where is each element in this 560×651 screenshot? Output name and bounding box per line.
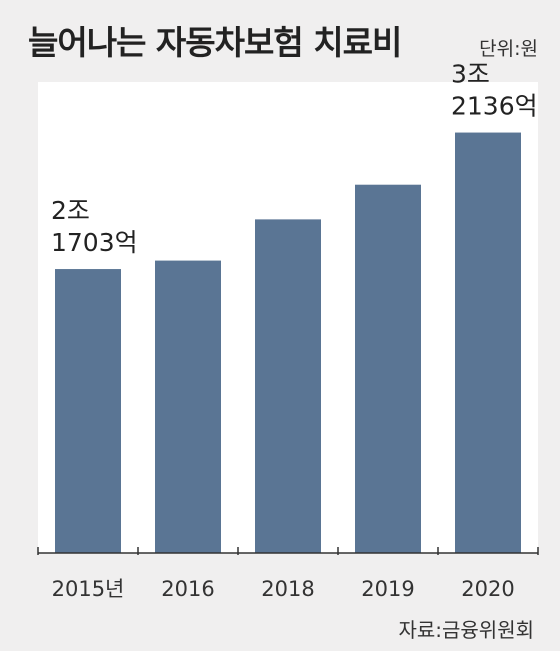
x-tick-label-0: 2015년	[52, 577, 125, 601]
unit-label: 단위:원	[479, 38, 538, 60]
bar-0	[55, 269, 121, 553]
data-label-0-0: 2조	[51, 196, 90, 225]
data-label-1-1: 2136억	[451, 92, 538, 121]
bar-3	[355, 184, 421, 553]
bar-4	[455, 132, 521, 553]
bar-2	[255, 219, 321, 553]
chart-title: 늘어나는 자동차보험 치료비	[28, 23, 402, 62]
bar-1	[155, 260, 221, 553]
x-tick-label-2: 2018	[261, 577, 314, 601]
x-tick-label-1: 2016	[161, 577, 214, 601]
data-label-1-0: 3조	[451, 60, 490, 89]
x-tick-label-4: 2020	[461, 577, 514, 601]
x-tick-label-3: 2019	[361, 577, 414, 601]
source-note: 자료:금융위원회	[398, 618, 534, 642]
data-label-0-1: 1703억	[51, 228, 138, 257]
